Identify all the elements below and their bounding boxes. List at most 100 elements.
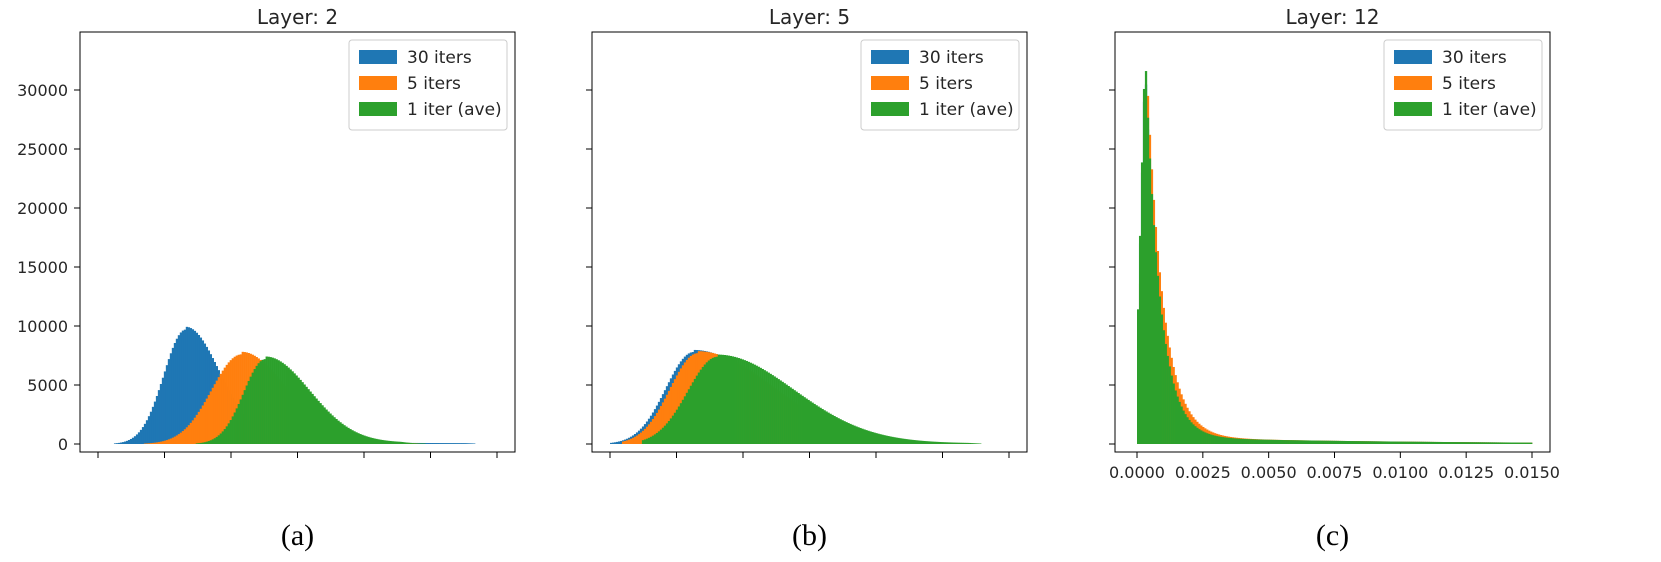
histogram-bar xyxy=(1283,440,1286,444)
histogram-bar xyxy=(651,435,655,444)
histogram-bar xyxy=(681,399,685,444)
histogram-bar xyxy=(1453,442,1456,444)
histogram-bar xyxy=(249,376,252,444)
histogram-bar xyxy=(313,396,316,444)
histogram-bar xyxy=(669,418,673,444)
histogram-bar xyxy=(745,360,748,444)
histogram-bar xyxy=(237,403,240,444)
histogram-bar xyxy=(411,443,414,444)
histogram-bar xyxy=(149,411,153,444)
histogram-bar xyxy=(1466,442,1470,444)
histogram-bar xyxy=(610,442,613,444)
histogram-bar xyxy=(763,370,766,444)
histogram-bar xyxy=(1472,442,1476,444)
histogram-bar xyxy=(825,411,828,444)
histogram-bar xyxy=(369,437,372,444)
histogram-bar xyxy=(1318,440,1321,444)
histogram-bar xyxy=(775,377,778,444)
histogram-bar xyxy=(653,434,657,444)
histogram-bar xyxy=(1464,442,1468,444)
histogram-bar xyxy=(1324,440,1327,444)
histogram-bar xyxy=(1277,439,1280,444)
histogram-bar xyxy=(909,439,912,444)
histogram-bar xyxy=(1502,442,1505,444)
histogram-bar xyxy=(849,423,852,444)
histogram-bar xyxy=(709,359,713,444)
histogram-bar xyxy=(1405,441,1408,444)
histogram-bar xyxy=(1423,441,1426,444)
histogram-bar xyxy=(1261,439,1264,444)
histogram-bar xyxy=(435,443,438,444)
histogram-bar xyxy=(417,443,420,444)
panel-caption: (c) xyxy=(1316,519,1349,552)
legend: 30 iters 5 iters 1 iter (ave) xyxy=(1383,39,1543,131)
histogram-bar xyxy=(457,443,460,444)
histogram-bar xyxy=(1255,439,1258,444)
histogram-bar xyxy=(1364,441,1367,444)
histogram-bar xyxy=(1336,440,1339,444)
histogram-bar xyxy=(1192,424,1195,444)
histogram-bar xyxy=(219,433,222,444)
histogram-bar xyxy=(903,438,906,444)
histogram-bar xyxy=(121,442,125,444)
histogram-bar xyxy=(433,443,436,444)
histogram-bar xyxy=(657,409,661,444)
histogram-bar xyxy=(1253,439,1256,444)
histogram-bar xyxy=(1528,442,1531,444)
histogram-bar xyxy=(397,441,400,444)
histogram-bar xyxy=(1358,441,1361,444)
histogram-bar xyxy=(673,412,677,444)
histogram-bar xyxy=(213,438,216,444)
histogram-bar xyxy=(1510,442,1513,444)
histogram-bar xyxy=(337,420,340,444)
histogram-bar xyxy=(805,398,808,444)
chart-title: Layer: 12 xyxy=(1286,5,1380,29)
legend: 30 iters 5 iters 1 iter (ave) xyxy=(860,39,1020,131)
histogram-bar xyxy=(1295,440,1298,444)
series-1-iter-ave- xyxy=(195,356,426,444)
histogram-bar xyxy=(231,358,234,444)
histogram-bar xyxy=(361,434,364,444)
histogram-bar xyxy=(821,409,824,444)
histogram-bar xyxy=(191,420,195,444)
histogram-bar xyxy=(145,420,149,444)
histogram-bar xyxy=(669,386,673,444)
legend-label: 30 iters xyxy=(919,48,984,68)
histogram-bar xyxy=(1265,439,1268,444)
histogram-bar xyxy=(179,432,183,444)
histogram-bar xyxy=(1202,431,1205,444)
histogram-bar xyxy=(163,371,167,444)
histogram-bar xyxy=(693,378,697,444)
histogram-bar xyxy=(785,384,788,444)
histogram-bar xyxy=(703,364,707,444)
y-tick-label: 10000 xyxy=(17,317,68,336)
histogram-bar xyxy=(125,440,129,444)
histogram-bar xyxy=(293,373,296,444)
histogram-bar xyxy=(181,330,185,444)
histogram-bar xyxy=(1249,439,1252,444)
histogram-bar xyxy=(1344,440,1347,444)
histogram-bar xyxy=(159,441,163,444)
histogram-bar xyxy=(201,442,205,444)
histogram-bar xyxy=(447,443,450,444)
legend-swatch xyxy=(1394,76,1432,90)
histogram-bar xyxy=(135,434,139,444)
histogram-bar xyxy=(797,393,800,444)
histogram-bar xyxy=(1186,417,1189,444)
histogram-bar xyxy=(1214,435,1217,444)
histogram-bar xyxy=(237,354,240,444)
histogram-bar xyxy=(199,442,203,444)
histogram-bar xyxy=(357,433,360,444)
histogram-bar xyxy=(1401,441,1404,444)
histogram-bar xyxy=(195,332,199,444)
y-tick-label: 0 xyxy=(58,435,68,454)
histogram-bar xyxy=(183,429,187,444)
histogram-bar xyxy=(227,423,230,444)
histogram-bar xyxy=(201,340,205,444)
histogram-bar xyxy=(177,434,181,444)
histogram-bar xyxy=(1522,442,1525,444)
histogram-bar xyxy=(193,417,197,444)
histogram-bar xyxy=(185,427,189,444)
histogram-bar xyxy=(649,421,653,444)
histogram-bar xyxy=(343,425,346,444)
